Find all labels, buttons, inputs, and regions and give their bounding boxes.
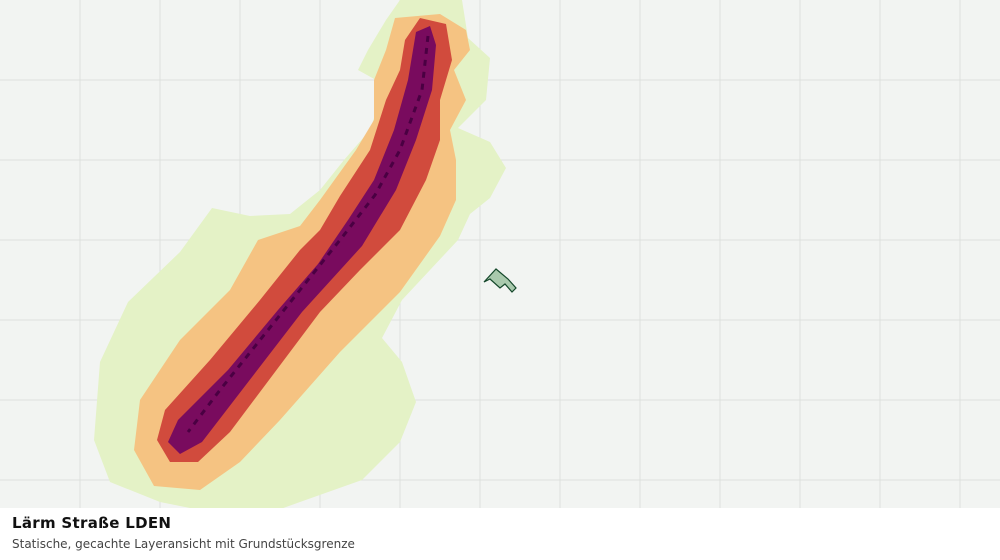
- caption: Lärm Straße LDEN Statische, gecachte Lay…: [0, 508, 1000, 560]
- road-centerline: [186, 35, 430, 433]
- layer-subtitle: Statische, gecachte Layeransicht mit Gru…: [12, 537, 355, 551]
- noise-zone-high: [157, 18, 452, 462]
- map: [0, 0, 1000, 508]
- parcel-boundary: [483, 268, 517, 293]
- noise-zone-very-high: [168, 26, 436, 454]
- layer-title: Lärm Straße LDEN: [12, 514, 172, 532]
